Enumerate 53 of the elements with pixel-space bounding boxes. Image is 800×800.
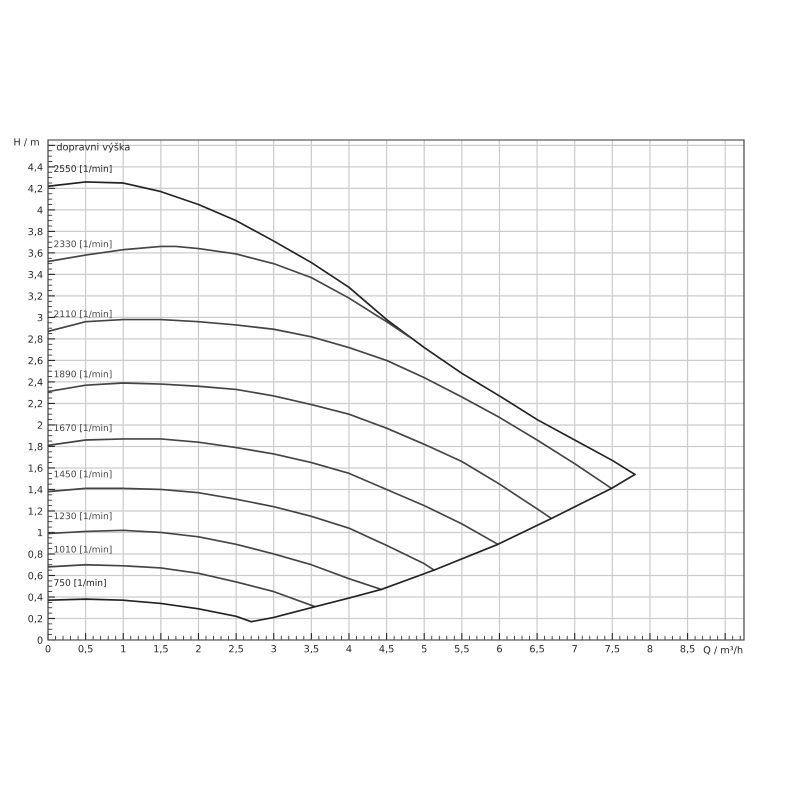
- y-tick-label: 2,2: [28, 400, 42, 408]
- y-tick-label: 3,8: [28, 228, 42, 236]
- y-tick-label: 3: [38, 314, 42, 322]
- series-label: 1890 [1/min]: [54, 370, 112, 378]
- series-label: 1450 [1/min]: [54, 470, 112, 478]
- y-tick-label: 4: [37, 206, 43, 214]
- y-tick-label: 2,6: [28, 356, 43, 366]
- x-tick-label: 1: [121, 645, 126, 652]
- x-axis-title: Q / m³/h: [704, 646, 742, 655]
- x-tick-label: 8: [648, 645, 652, 652]
- y-tick-label: 1,6: [28, 464, 43, 473]
- x-tick-label: 8,5: [680, 645, 694, 654]
- x-tick-label: 6,5: [530, 645, 544, 654]
- x-tick-label: 5: [422, 645, 426, 652]
- x-tick-label: 7,5: [605, 645, 620, 654]
- y-tick-label: 0: [38, 636, 42, 644]
- y-tick-label: 0,6: [28, 572, 43, 580]
- y-axis-title: H / m: [14, 138, 39, 146]
- y-tick-label: 3,6: [28, 249, 43, 258]
- series-label: 1670 [1/min]: [54, 424, 112, 432]
- x-tick-label: 2,5: [229, 645, 243, 654]
- y-tick-label: 1,2: [28, 507, 42, 516]
- y-tick-label: 1: [38, 529, 42, 536]
- y-tick-label: 0,8: [28, 550, 42, 559]
- x-tick-label: 0,5: [78, 645, 93, 654]
- y-tick-label: 0,2: [28, 614, 42, 624]
- series-label: 1010 [1/min]: [54, 546, 112, 554]
- series-label: 1230 [1/min]: [54, 512, 112, 520]
- x-tick-label: 0: [46, 645, 50, 652]
- annotation: dopravni výška: [56, 142, 130, 152]
- x-tick-label: 4: [346, 645, 352, 652]
- y-tick-label: 2: [38, 421, 42, 429]
- y-tick-label: 4,4: [28, 163, 43, 172]
- x-tick-label: 7: [572, 645, 577, 652]
- series-label: 2110 [1/min]: [54, 310, 112, 318]
- series-label: 750 [1/min]: [54, 578, 106, 588]
- x-tick-label: 1,5: [154, 645, 168, 654]
- x-tick-label: 5,5: [454, 645, 469, 654]
- y-tick-label: 1,4: [28, 486, 43, 494]
- y-tick-label: 1,8: [28, 442, 42, 452]
- x-tick-label: 6: [497, 645, 502, 652]
- y-tick-label: 3,2: [28, 292, 42, 301]
- x-tick-label: 3: [271, 645, 276, 652]
- y-tick-label: 0,4: [28, 593, 43, 602]
- series-label: 2550 [1/min]: [54, 165, 112, 174]
- y-tick-label: 3,4: [28, 270, 43, 280]
- x-tick-label: 2: [196, 645, 201, 652]
- y-tick-label: 2,8: [28, 335, 42, 344]
- y-tick-label: 4,2: [28, 184, 42, 194]
- y-tick-label: 2,4: [28, 378, 43, 387]
- x-tick-label: 3,5: [304, 645, 318, 654]
- series-label: 2330 [1/min]: [54, 240, 112, 248]
- x-tick-label: 4,5: [379, 645, 394, 654]
